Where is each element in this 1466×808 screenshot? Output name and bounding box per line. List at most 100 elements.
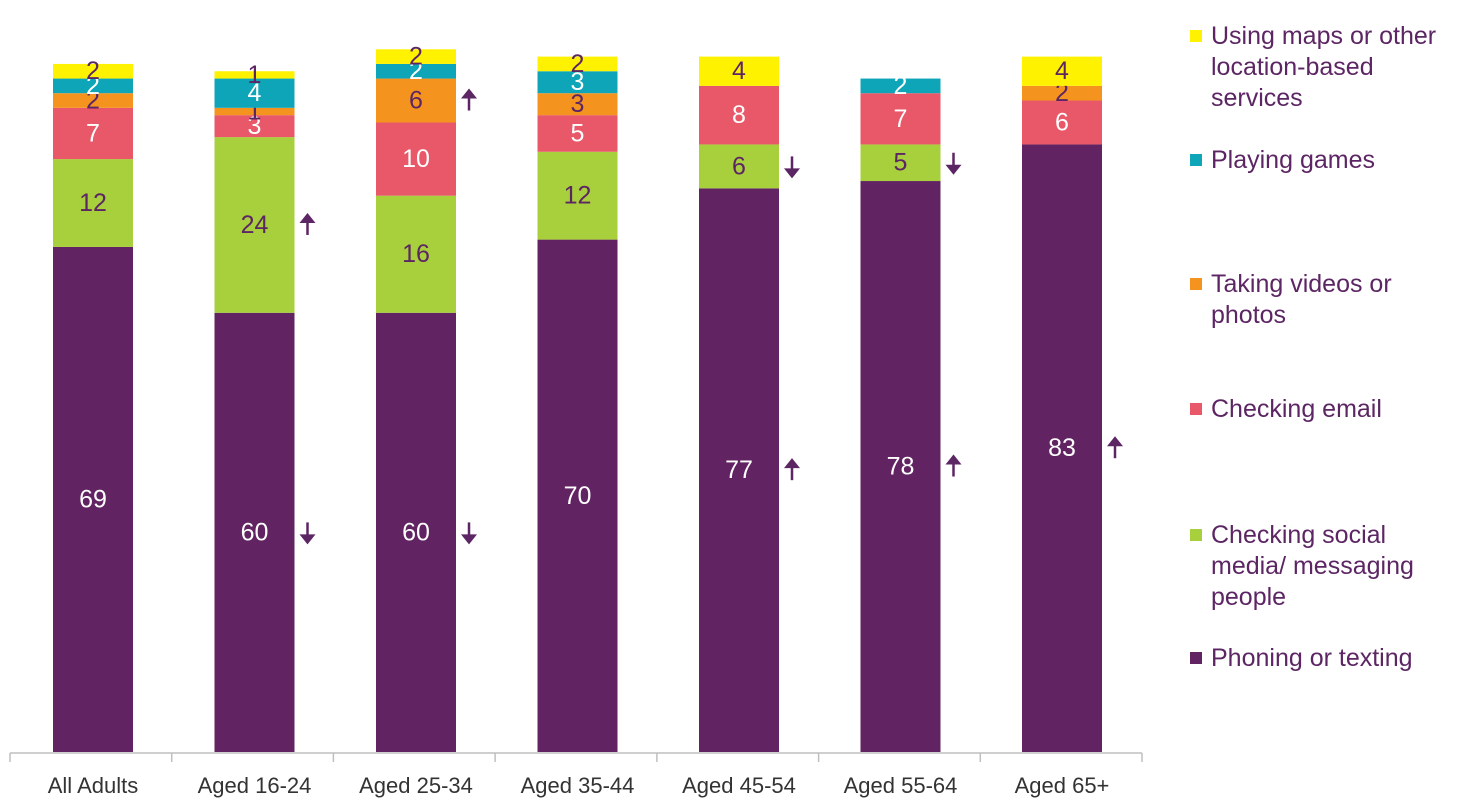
legend-label: media/ messaging: [1211, 552, 1414, 580]
bar-group-all-adults: 69 12 7 222: [53, 57, 133, 753]
bar-segment-checking-email: [860, 93, 941, 145]
x-tick-label: Aged 55-64: [844, 773, 958, 798]
x-tick-label: Aged 45-54: [682, 773, 796, 798]
data-label: 70: [564, 482, 592, 510]
bar-segment-using-maps-or-other-location-based-services: [53, 63, 133, 79]
bar-segment-checking-email: [376, 122, 456, 196]
legend-item-checking-social-media-messaging-people: Checking social media/ messaging people: [1190, 521, 1414, 611]
data-label: 7: [86, 119, 100, 147]
significance-arrow-up: [945, 454, 962, 477]
legend-label: Playing games: [1211, 146, 1375, 174]
bar-segment-playing-games: [53, 78, 133, 94]
bar-segment-using-maps-or-other-location-based-services: [1022, 56, 1102, 86]
data-label: 2: [86, 72, 100, 100]
data-label: 2: [571, 50, 585, 78]
bar-segment-playing-games: [214, 78, 295, 108]
significance-arrow-down: [461, 522, 477, 545]
legend-swatch: [1190, 30, 1202, 42]
data-label: 24: [241, 211, 269, 239]
bar-segment-taking-videos-or-photos: [1022, 85, 1102, 101]
legend-item-taking-videos-or-photos: Taking videos or photos: [1190, 270, 1392, 329]
bar-segment-using-maps-or-other-location-based-services: [699, 56, 779, 86]
legend-label: Taking videos or: [1211, 270, 1392, 298]
bar-segment-using-maps-or-other-location-based-services: [376, 49, 456, 64]
significance-arrow-up: [784, 458, 800, 481]
data-label: 4: [732, 57, 746, 85]
legend-swatch: [1190, 278, 1202, 290]
data-label: 69: [79, 485, 107, 513]
bar-segment-using-maps-or-other-location-based-services: [214, 71, 295, 79]
bar-segment-checking-email: [537, 115, 618, 152]
legend: Using maps or other location-based service…: [1190, 22, 1436, 672]
bar-segment-taking-videos-or-photos: [537, 93, 618, 116]
bar-segment-playing-games: [376, 63, 456, 79]
bar-segment-taking-videos-or-photos: [376, 78, 456, 123]
bar-segment-checking-social-media-messaging-people: [214, 137, 295, 313]
data-label: 83: [1048, 434, 1076, 462]
bar-segment-phoning-or-texting: [860, 181, 941, 753]
data-label: 7: [894, 105, 908, 133]
data-label: 3: [571, 90, 585, 118]
bar-segment-taking-videos-or-photos: [214, 107, 295, 116]
significance-arrow-up: [461, 88, 477, 111]
data-label: 78: [887, 453, 915, 481]
bar-segment-phoning-or-texting: [699, 188, 779, 753]
legend-label: Using maps or other: [1211, 22, 1436, 50]
legend-label: Checking social: [1211, 521, 1386, 549]
bar-segment-phoning-or-texting: [1022, 144, 1102, 752]
data-label: 12: [79, 189, 107, 217]
data-label: 77: [725, 456, 753, 484]
bar-segment-phoning-or-texting: [537, 239, 618, 753]
bar-segment-phoning-or-texting: [376, 312, 456, 752]
significance-arrow-down: [945, 152, 962, 175]
data-label: 3: [248, 112, 262, 140]
data-label: 60: [241, 518, 269, 546]
legend-item-phoning-or-texting: Phoning or texting: [1190, 644, 1413, 672]
x-tick-label: Aged 25-34: [359, 773, 473, 798]
bar-segment-phoning-or-texting: [53, 246, 133, 753]
x-tick-label: Aged 35-44: [521, 773, 635, 798]
significance-markers: [299, 88, 1123, 545]
bar-segment-checking-social-media-messaging-people: [699, 144, 779, 189]
data-label: 2: [1055, 79, 1069, 107]
legend-label: Phoning or texting: [1211, 644, 1413, 672]
data-label: 12: [564, 182, 592, 210]
data-label: 2: [409, 43, 423, 71]
significance-arrow-down: [299, 522, 316, 545]
bar-group-aged-45-54: 77 6 8 4: [699, 56, 779, 753]
bar-segment-using-maps-or-other-location-based-services: [537, 56, 618, 72]
bars-layer: 6912722260243141601610622701253327768478…: [53, 43, 1102, 753]
bar-segment-checking-social-media-messaging-people: [376, 195, 456, 313]
data-label: 3: [571, 68, 585, 96]
x-tick-label: All Adults: [48, 773, 139, 798]
data-label: 2: [86, 57, 100, 85]
legend-label: services: [1211, 84, 1303, 112]
legend-label: photos: [1211, 301, 1286, 329]
bar-segment-phoning-or-texting: [214, 312, 295, 752]
bar-segment-checking-social-media-messaging-people: [537, 151, 618, 240]
legend-item-checking-email: Checking email: [1190, 395, 1382, 423]
legend-swatch: [1190, 154, 1202, 166]
x-tick-label: Aged 16-24: [198, 773, 312, 798]
data-label: 6: [732, 152, 746, 180]
data-label: 2: [86, 87, 100, 115]
data-label: 2: [409, 57, 423, 85]
data-label: 1: [248, 61, 262, 89]
data-label: 6: [1055, 108, 1069, 136]
bar-group-aged-55-64: 78 5 7 2: [860, 72, 941, 753]
bar-segment-checking-email: [699, 85, 779, 145]
bar-segment-taking-videos-or-photos: [53, 93, 133, 108]
data-label: 4: [248, 79, 262, 107]
bar-segment-checking-social-media-messaging-people: [860, 144, 941, 182]
data-label: 5: [894, 149, 908, 177]
legend-swatch: [1190, 403, 1202, 415]
x-tick-label: Aged 65+: [1015, 773, 1110, 798]
legend-swatch: [1190, 652, 1202, 664]
bar-segment-checking-email: [1022, 100, 1102, 145]
legend-swatch: [1190, 529, 1202, 541]
bar-segment-checking-email: [214, 115, 295, 138]
